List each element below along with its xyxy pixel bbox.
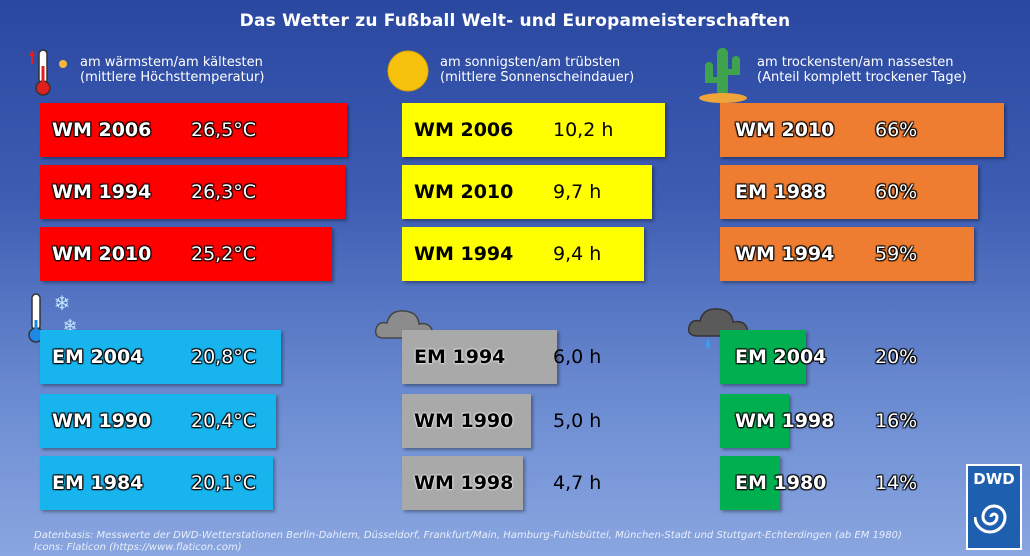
page-title: Das Wetter zu Fußball Welt- und Europame… <box>239 11 791 31</box>
bar-gloomy-2 <box>402 394 531 448</box>
bar-value-dry-1: 66% <box>875 119 918 141</box>
header-sun-line1: am sonnigsten/am trübsten <box>440 55 621 70</box>
sun-icon <box>387 50 429 92</box>
bar-label-wet-3: EM 1980 <box>735 472 827 494</box>
header-sun-line2: (mittlere Sonnenscheindauer) <box>440 70 635 85</box>
bar-value-gloomy-3: 4,7 h <box>553 472 602 494</box>
bar-label-gloomy-2: WM 1990 <box>414 410 514 432</box>
header-dry-line1: am trockensten/am nassesten <box>757 55 954 70</box>
bar-warm-1 <box>40 103 347 157</box>
bar-label-gloomy-1: EM 1994 <box>414 346 506 368</box>
bar-value-warm-1: 26,5°C <box>191 119 257 141</box>
bar-value-wet-2: 16% <box>875 410 918 432</box>
thermometer-hot-icon <box>29 49 67 96</box>
footer-icons: Icons: Flaticon (https://www.flaticon.co… <box>34 542 242 553</box>
bar-label-gloomy-3: WM 1998 <box>414 472 514 494</box>
bar-sunny-2 <box>402 165 652 219</box>
bar-sunny-1 <box>402 103 665 157</box>
bar-value-gloomy-2: 5,0 h <box>553 410 602 432</box>
dwd-swirl-icon <box>974 504 1007 534</box>
bar-value-wet-3: 14% <box>875 472 918 494</box>
bar-value-cold-3: 20,1°C <box>191 472 257 494</box>
bar-label-cold-3: EM 1984 <box>52 472 144 494</box>
bar-warm-3 <box>40 227 332 281</box>
bar-value-wet-1: 20% <box>875 346 918 368</box>
bar-wet-3 <box>720 456 780 510</box>
bar-value-dry-3: 59% <box>875 243 918 265</box>
bar-cold-3 <box>40 456 273 510</box>
bar-label-sunny-2: WM 2010 <box>414 181 514 203</box>
bar-label-sunny-3: WM 1994 <box>414 243 514 265</box>
cactus-icon <box>699 48 747 103</box>
bar-label-dry-1: WM 2010 <box>735 119 835 141</box>
dwd-logo: DWD <box>966 464 1022 550</box>
bar-warm-2 <box>40 165 345 219</box>
bar-value-sunny-3: 9,4 h <box>553 243 602 265</box>
bar-value-cold-2: 20,4°C <box>191 410 257 432</box>
bar-label-dry-3: WM 1994 <box>735 243 835 265</box>
header-dry: am trockensten/am nassesten (Anteil komp… <box>757 55 967 85</box>
header-sun: am sonnigsten/am trübsten (mittlere Sonn… <box>440 55 634 85</box>
bar-dry-3 <box>720 227 974 281</box>
bar-value-dry-2: 60% <box>875 181 918 203</box>
bar-value-sunny-2: 9,7 h <box>553 181 602 203</box>
header-temp-line1: am wärmstem/am kältesten <box>80 55 263 70</box>
bar-value-sunny-1: 10,2 h <box>553 119 614 141</box>
svg-text:❄: ❄ <box>54 291 71 315</box>
bar-cold-2 <box>40 394 276 448</box>
bar-gloomy-3 <box>402 456 523 510</box>
header-temp: am wärmstem/am kältesten (mittlere Höchs… <box>80 55 264 85</box>
bar-dry-1 <box>720 103 1004 157</box>
bar-label-wet-1: EM 2004 <box>735 346 827 368</box>
bar-label-cold-1: EM 2004 <box>52 346 144 368</box>
bar-value-warm-2: 26,3°C <box>191 181 257 203</box>
bar-gloomy-1 <box>402 330 557 384</box>
footer-source: Datenbasis: Messwerte der DWD-Wetterstat… <box>34 530 902 541</box>
bar-label-wet-2: WM 1998 <box>735 410 835 432</box>
bar-wet-2 <box>720 394 789 448</box>
header-dry-line2: (Anteil komplett trockener Tage) <box>757 70 967 85</box>
bar-value-warm-3: 25,2°C <box>191 243 257 265</box>
bar-label-dry-2: EM 1988 <box>735 181 827 203</box>
bar-label-cold-2: WM 1990 <box>52 410 152 432</box>
dwd-logo-text: DWD <box>973 470 1015 488</box>
bar-cold-1 <box>40 330 281 384</box>
bar-label-warm-2: WM 1994 <box>52 181 152 203</box>
bar-dry-2 <box>720 165 978 219</box>
bar-value-cold-1: 20,8°C <box>191 346 257 368</box>
bar-label-sunny-1: WM 2006 <box>414 119 514 141</box>
bar-value-gloomy-1: 6,0 h <box>553 346 602 368</box>
header-temp-line2: (mittlere Höchsttemperatur) <box>80 70 265 85</box>
bar-sunny-3 <box>402 227 644 281</box>
bar-label-warm-3: WM 2010 <box>52 243 152 265</box>
bar-wet-1 <box>720 330 806 384</box>
bar-label-warm-1: WM 2006 <box>52 119 152 141</box>
